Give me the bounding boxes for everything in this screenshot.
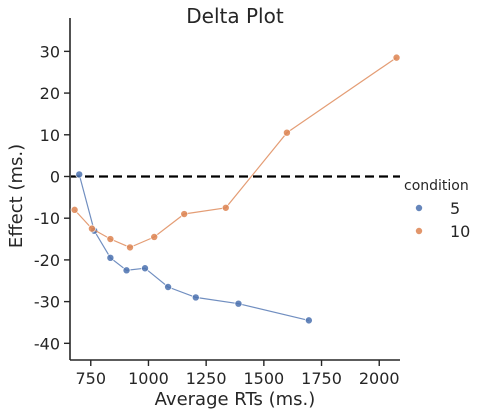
data-point (234, 299, 243, 308)
y-tick-label: -30 (34, 293, 60, 312)
legend: condition 5 10 (404, 178, 470, 241)
legend-marker-10 (414, 226, 423, 235)
chart-title: Delta Plot (186, 4, 284, 28)
data-point (304, 316, 313, 325)
data-point (140, 264, 149, 273)
x-tick-label: 750 (75, 369, 106, 388)
series-layer (70, 53, 401, 325)
data-point (87, 224, 96, 233)
y-axis-label: Effect (ms.) (6, 144, 27, 248)
x-tick-label: 1000 (128, 369, 169, 388)
x-axis: 750 1000 1250 1500 1750 2000 (70, 359, 400, 388)
data-point (221, 203, 230, 212)
data-point (282, 128, 291, 137)
x-tick-label: 2000 (359, 369, 400, 388)
data-point (106, 235, 115, 244)
y-tick-label: 0 (50, 167, 60, 186)
x-tick-label: 1500 (243, 369, 284, 388)
data-point (150, 232, 159, 241)
y-tick-label: -20 (34, 251, 60, 270)
legend-label-10: 10 (450, 222, 470, 241)
y-tick-label: -40 (34, 334, 60, 353)
y-tick-label: 10 (40, 126, 60, 145)
x-tick-label: 1750 (301, 369, 342, 388)
series-5 (75, 170, 313, 325)
series-line-10 (74, 57, 397, 249)
legend-marker-5 (414, 203, 423, 212)
data-point (164, 283, 173, 292)
x-tick-label: 1250 (186, 369, 227, 388)
y-tick-label: 30 (40, 42, 60, 61)
data-point (106, 253, 115, 262)
y-tick-label: 20 (40, 84, 60, 103)
y-axis: -40 -30 -20 -10 0 10 20 30 (34, 18, 71, 360)
legend-title: condition (404, 178, 469, 194)
data-point (75, 170, 84, 179)
y-tick-label: -10 (34, 209, 60, 228)
series-10 (70, 53, 401, 252)
data-point (126, 243, 135, 252)
data-point (191, 293, 200, 302)
data-point (70, 205, 79, 214)
legend-label-5: 5 (450, 199, 460, 218)
data-point (180, 210, 189, 219)
x-axis-label: Average RTs (ms.) (155, 389, 316, 410)
data-point (392, 53, 401, 62)
data-point (122, 266, 131, 275)
